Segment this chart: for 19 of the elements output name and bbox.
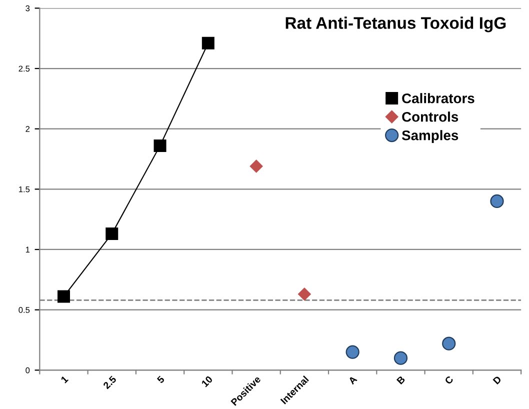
x-tick-label: B — [396, 376, 406, 384]
x-tick-label: D — [492, 376, 502, 384]
y-tick-label: 3 — [26, 5, 30, 12]
x-tick-label: 2.5 — [102, 375, 117, 390]
y-tick-label: 1 — [26, 246, 30, 253]
legend-label: Calibrators — [402, 93, 474, 104]
legend-label: Controls — [402, 112, 458, 122]
y-tick-label: 1.5 — [19, 186, 30, 192]
chart-title: Rat Anti-Tetanus Toxoid IgG — [286, 16, 506, 32]
legend-label: Samples — [402, 130, 458, 144]
x-tick-label: 5 — [156, 375, 165, 384]
x-tick-label: A — [348, 375, 358, 385]
x-tick-label: C — [444, 375, 454, 385]
y-tick-label: 0.5 — [18, 307, 30, 313]
x-tick-label: 1 — [60, 375, 69, 384]
y-tick-label: 2 — [26, 126, 30, 132]
y-tick-label: 0 — [26, 367, 30, 374]
x-tick-label: 10 — [201, 375, 213, 388]
y-tick-label: 2.5 — [18, 66, 30, 72]
